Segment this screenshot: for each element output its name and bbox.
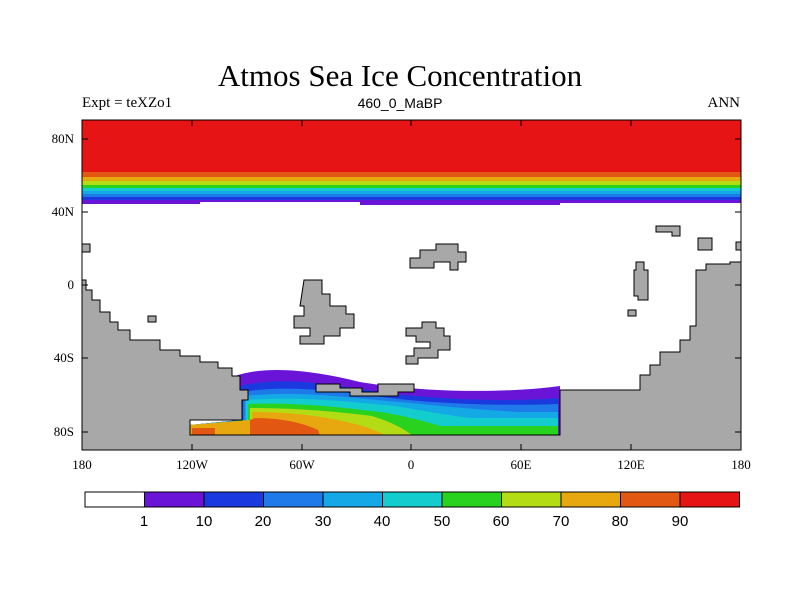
x-tick-label: 180 <box>731 457 751 472</box>
central-island <box>405 321 451 365</box>
ice-band-80 <box>82 172 741 177</box>
northern-ice <box>82 120 741 205</box>
southern-ice <box>190 369 560 435</box>
colorbar-box <box>144 491 205 508</box>
colorbar-box <box>560 491 621 508</box>
y-tick-label: 80N <box>52 131 75 146</box>
small-island-6 <box>735 241 741 251</box>
colorbar-box <box>263 491 324 508</box>
y-tick-marks <box>82 138 741 433</box>
southern-ridge <box>315 383 415 397</box>
colorbar-box <box>679 491 740 508</box>
eastern-island <box>633 261 649 301</box>
y-tick-label: 0 <box>68 277 75 292</box>
colorbar-box <box>441 491 502 508</box>
x-tick-marks <box>81 120 742 450</box>
colorbar-label: 20 <box>255 513 272 530</box>
ice-band-30 <box>82 191 741 194</box>
colorbar-box <box>203 491 264 508</box>
ice-band-70 <box>82 177 741 181</box>
ice-band-1 <box>82 200 741 205</box>
colorbar-boxes <box>84 491 740 508</box>
y-tick-labels: 80N 40N 0 40S 80S <box>52 131 75 439</box>
small-island-4 <box>655 225 681 237</box>
colorbar-label: 1 <box>140 513 148 530</box>
colorbar-box <box>620 491 681 508</box>
y-tick-label: 40N <box>52 204 75 219</box>
ice-band-40 <box>82 188 741 191</box>
colorbar-label: 70 <box>553 513 570 530</box>
x-tick-label: 120W <box>176 457 209 472</box>
x-tick-label: 60E <box>511 457 532 472</box>
small-island-3 <box>627 309 637 317</box>
colorbar-labels: 1 10 20 30 40 50 60 70 80 90 <box>140 513 689 530</box>
colorbar-label: 10 <box>196 513 213 530</box>
colorbar-box <box>501 491 562 508</box>
ice-band-20 <box>82 194 741 197</box>
y-tick-label: 80S <box>54 424 74 439</box>
map-title: Atmos Sea Ice Concentration <box>217 58 583 93</box>
colorbar-box <box>84 491 145 508</box>
x-tick-label: 180 <box>72 457 92 472</box>
s-ice-80b <box>192 428 215 435</box>
experiment-label: Expt = teXZo1 <box>82 95 173 111</box>
small-island-1 <box>82 243 91 253</box>
map-area <box>82 120 741 450</box>
y-tick-label: 40S <box>54 350 74 365</box>
x-tick-label: 60W <box>289 457 315 472</box>
northern-island <box>409 243 467 271</box>
ice-band-60 <box>82 181 741 185</box>
x-tick-label: 120E <box>617 457 645 472</box>
x-tick-label: 0 <box>408 457 415 472</box>
colorbar-label: 50 <box>434 513 451 530</box>
ice-band-90 <box>82 120 741 172</box>
ice-band-50 <box>82 185 741 188</box>
colorbar: 1 10 20 30 40 50 60 70 80 90 <box>84 491 740 530</box>
season-label: ANN <box>707 95 741 111</box>
ice-band-10 <box>82 197 741 200</box>
small-island-5 <box>697 237 713 251</box>
southern-continent <box>82 261 741 450</box>
s-ice-80 <box>250 418 320 435</box>
colorbar-label: 90 <box>672 513 689 530</box>
colorbar-label: 80 <box>612 513 629 530</box>
colorbar-label: 30 <box>315 513 332 530</box>
small-island-2 <box>147 315 157 323</box>
colorbar-box <box>382 491 443 508</box>
central-continent <box>293 279 355 345</box>
x-tick-labels: 180 120W 60W 0 60E 120E 180 <box>72 457 751 472</box>
colorbar-label: 60 <box>493 513 510 530</box>
time-label: 460_0_MaBP <box>357 95 443 111</box>
colorbar-box <box>322 491 383 508</box>
colorbar-label: 40 <box>374 513 391 530</box>
landmasses <box>82 225 741 450</box>
